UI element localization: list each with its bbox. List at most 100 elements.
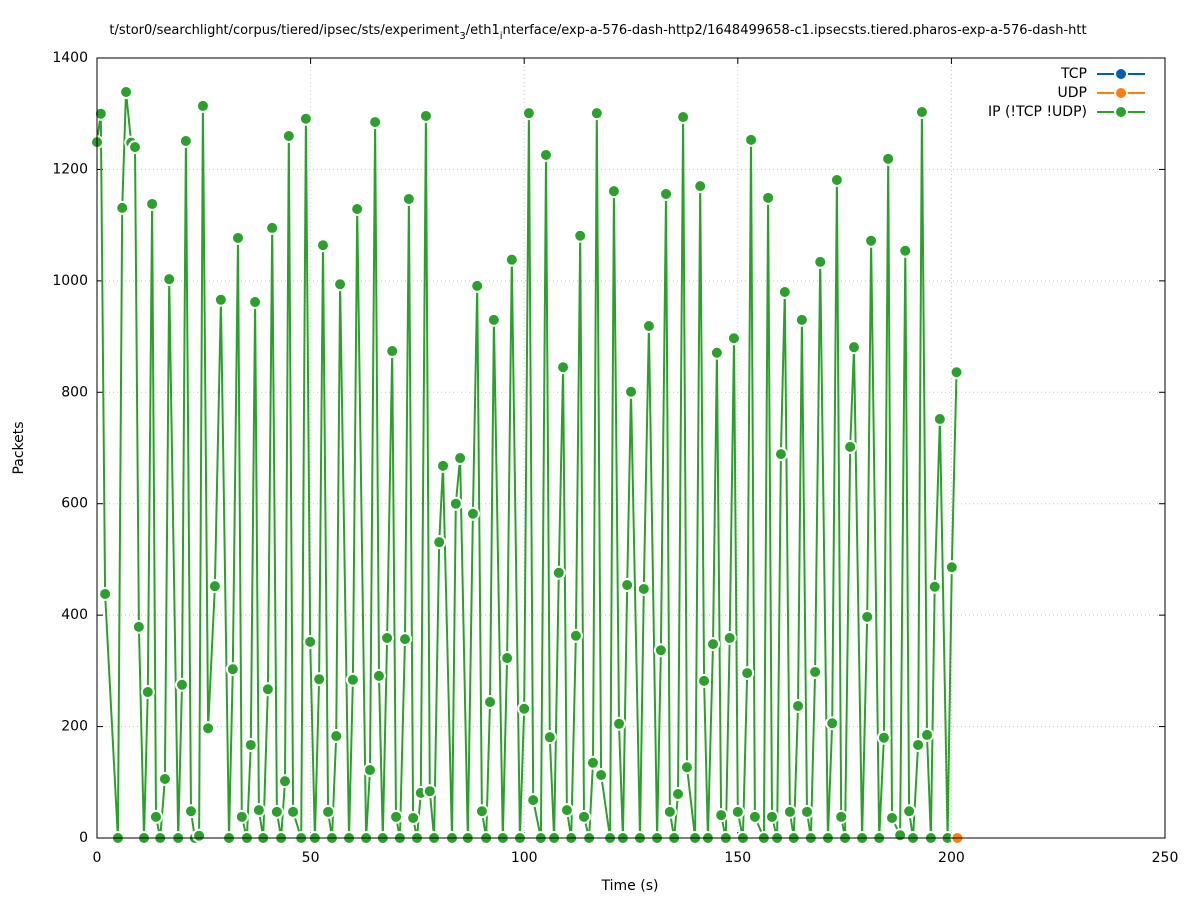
data-point: [693, 179, 708, 194]
data-point: [483, 695, 498, 710]
data-point: [927, 579, 942, 594]
data-point: [670, 786, 685, 801]
data-point: [800, 804, 815, 819]
x-tick-label: 50: [302, 850, 320, 866]
plot-border: [96, 57, 1166, 839]
legend-label: IP (!TCP !UDP): [988, 104, 1087, 120]
data-point: [697, 673, 712, 688]
data-point: [350, 201, 365, 216]
data-point: [843, 439, 858, 454]
data-point: [612, 716, 627, 731]
data-point: [825, 716, 840, 731]
data-point: [761, 190, 776, 205]
data-point: [551, 565, 566, 580]
data-point: [606, 184, 621, 199]
data-point: [885, 810, 900, 825]
data-point: [747, 809, 762, 824]
data-point: [504, 252, 519, 267]
data-point: [782, 804, 797, 819]
data-point: [876, 730, 891, 745]
data-point: [829, 173, 844, 188]
data-point: [706, 637, 721, 652]
data-point: [624, 384, 638, 399]
data-point: [740, 666, 755, 681]
data-point: [321, 804, 336, 819]
data-point: [418, 108, 433, 123]
x-tick-label: 100: [511, 850, 538, 866]
data-point: [298, 111, 313, 126]
data-point: [98, 586, 113, 601]
data-point: [115, 200, 130, 215]
x-tick-label: 200: [938, 850, 965, 866]
data-point: [251, 803, 266, 818]
data-point: [932, 412, 947, 427]
data-point: [662, 804, 677, 819]
data-point: [676, 110, 691, 125]
data-point: [653, 643, 668, 658]
data-point: [329, 729, 344, 744]
data-point: [944, 560, 959, 575]
data-point: [500, 651, 515, 666]
data-point: [486, 312, 501, 327]
data-point: [744, 132, 759, 147]
data-point: [474, 804, 489, 819]
data-point: [846, 340, 861, 355]
data-point: [714, 808, 729, 823]
data-point: [148, 809, 163, 824]
x-tick-label: 250: [1152, 850, 1179, 866]
data-point: [722, 630, 737, 645]
data-point: [333, 277, 348, 292]
data-point: [230, 230, 245, 245]
y-tick-label: 1000: [52, 273, 88, 289]
title-part: nterface/exp-a-576-dash-http2/1648499658…: [503, 23, 1087, 38]
data-point: [119, 84, 134, 99]
legend-marker: [1114, 105, 1128, 119]
data-point: [312, 672, 327, 687]
data-point: [436, 458, 451, 473]
data-point: [131, 619, 146, 634]
data-point: [371, 668, 386, 683]
title-part: 3: [459, 31, 465, 42]
legend-marker: [1114, 86, 1128, 100]
data-point: [389, 809, 404, 824]
data-point: [568, 628, 583, 643]
data-point: [470, 278, 485, 293]
data-point: [893, 828, 908, 843]
data-point: [192, 828, 207, 843]
y-tick-label: 1200: [52, 161, 88, 177]
data-point: [949, 365, 964, 380]
title-part: t/stor0/searchlight/corpus/tiered/ipsec/…: [109, 23, 459, 38]
data-point: [401, 191, 416, 206]
y-tick-label: 600: [61, 496, 88, 512]
data-point: [213, 292, 228, 307]
data-point: [248, 295, 263, 310]
data-point: [659, 186, 674, 201]
data-point: [538, 147, 553, 162]
data-point: [808, 664, 823, 679]
data-point: [368, 115, 383, 130]
data-point: [834, 809, 849, 824]
data-point: [406, 810, 421, 825]
data-point: [585, 755, 600, 770]
y-tick-label: 200: [61, 719, 88, 735]
data-point: [764, 809, 779, 824]
data-point: [93, 106, 108, 121]
data-point: [140, 685, 155, 700]
data-point: [277, 774, 292, 789]
legend-label: UDP: [1058, 85, 1087, 101]
data-point: [201, 721, 216, 736]
data-point: [813, 254, 828, 269]
data-point: [260, 682, 275, 697]
data-point: [911, 737, 926, 752]
data-point: [380, 630, 395, 645]
data-point: [432, 535, 447, 550]
y-tick-label: 800: [61, 384, 88, 400]
data-point: [791, 698, 806, 713]
data-point: [860, 609, 875, 624]
data-point: [589, 106, 604, 121]
legend-label: TCP: [1060, 66, 1087, 82]
data-point: [243, 737, 258, 752]
data-point: [594, 768, 609, 783]
title-part: i: [500, 31, 503, 42]
